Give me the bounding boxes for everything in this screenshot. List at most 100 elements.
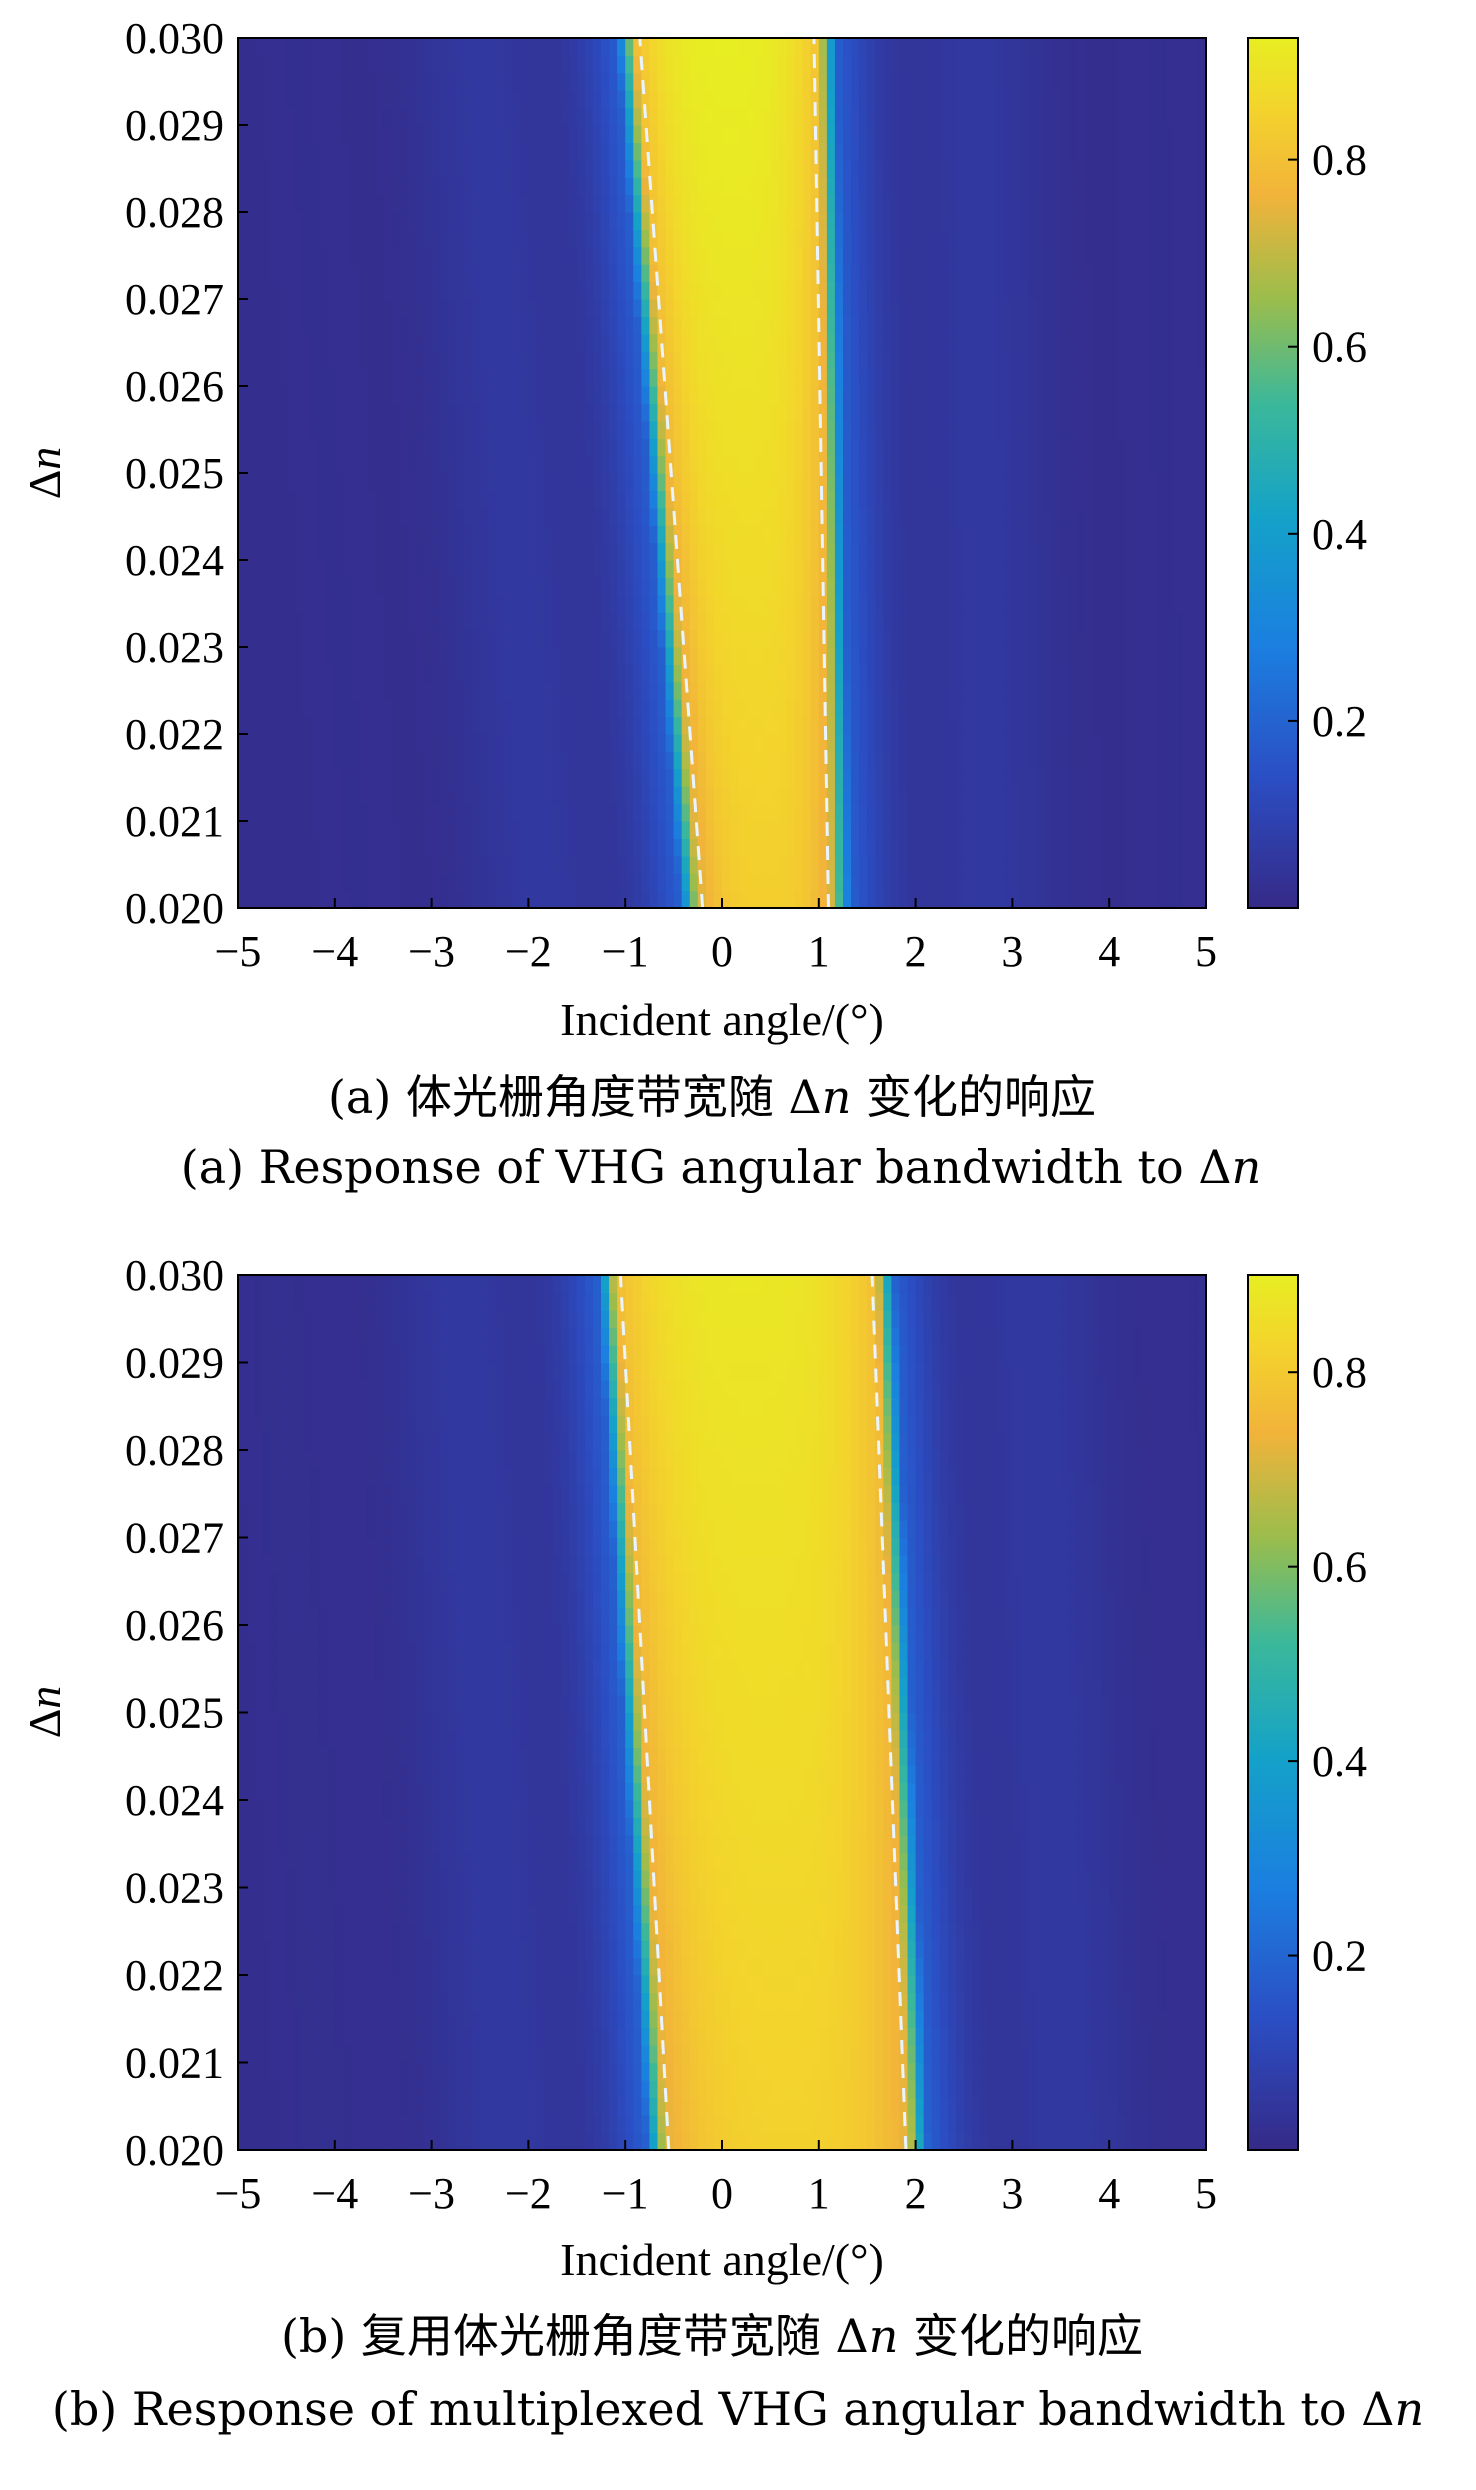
heatmap-cell — [770, 316, 780, 335]
heatmap-cell — [592, 420, 602, 439]
heatmap-cell — [310, 177, 320, 196]
heatmap-cell — [665, 490, 675, 509]
heatmap-cell — [730, 699, 739, 718]
heatmap-cell — [463, 368, 473, 387]
heatmap-cell — [722, 699, 731, 718]
heatmap-cell — [286, 490, 296, 509]
heatmap-cell — [915, 821, 925, 839]
heatmap-cell — [609, 855, 618, 874]
heatmap-cell — [270, 281, 279, 300]
heatmap-cell — [310, 629, 320, 648]
heatmap-cell — [350, 229, 360, 248]
heatmap-cell — [560, 664, 570, 683]
heatmap-cell — [964, 438, 973, 457]
heatmap-cell — [584, 507, 594, 526]
heatmap-cell — [375, 542, 384, 561]
heatmap-cell — [907, 560, 917, 578]
heatmap-cell — [528, 594, 538, 613]
heatmap-cell — [1181, 560, 1191, 578]
heatmap-cell — [367, 420, 376, 439]
heatmap-cell — [875, 751, 884, 770]
heatmap-cell — [1109, 768, 1118, 787]
heatmap-cell — [1004, 786, 1013, 805]
heatmap-cell — [1052, 838, 1062, 857]
heatmap-cell — [1020, 821, 1030, 839]
heatmap-cell — [471, 594, 481, 613]
heatmap-cell — [592, 333, 602, 352]
heatmap-cell — [512, 699, 521, 718]
heatmap-cell — [1044, 246, 1054, 265]
heatmap-cell — [1141, 455, 1151, 474]
heatmap-cell — [326, 386, 336, 404]
heatmap-cell — [302, 368, 312, 387]
heatmap-cell — [488, 403, 497, 422]
heatmap-cell — [770, 246, 780, 265]
heatmap-cell — [867, 455, 876, 474]
heatmap-cell — [278, 873, 287, 892]
heatmap-cell — [907, 577, 917, 596]
heatmap-cell — [480, 699, 489, 718]
heatmap-cell — [278, 699, 287, 718]
heatmap-cell — [641, 438, 650, 457]
heatmap-cell — [552, 212, 562, 230]
heatmap-cell — [350, 368, 360, 387]
heatmap-cell — [746, 525, 755, 544]
heatmap-cell — [504, 681, 513, 700]
heatmap-cell — [843, 386, 852, 404]
heatmap-cell — [649, 316, 659, 335]
heatmap-cell — [1076, 194, 1086, 213]
heatmap-cell — [1117, 316, 1126, 335]
heatmap-cell — [504, 264, 513, 283]
heatmap-cell — [334, 229, 344, 248]
heatmap-cell — [375, 455, 384, 474]
heatmap-cell — [391, 177, 400, 196]
heatmap-cell — [1181, 594, 1191, 613]
heatmap-cell — [915, 455, 925, 474]
heatmap-cell — [996, 751, 1005, 770]
heatmap-cell — [383, 803, 392, 822]
heatmap-cell — [1197, 681, 1206, 700]
heatmap-cell — [1165, 368, 1175, 387]
heatmap-cell — [1125, 542, 1134, 561]
heatmap-cell — [762, 212, 771, 230]
heatmap-cell — [1157, 403, 1167, 422]
heatmap-cell — [786, 281, 796, 300]
heatmap-cell — [1028, 351, 1038, 370]
heatmap-cell — [689, 890, 699, 908]
heatmap-cell — [964, 838, 973, 857]
heatmap-cell — [875, 803, 884, 822]
heatmap-cell — [1012, 351, 1022, 370]
heatmap-cell — [1044, 560, 1054, 578]
heatmap-cell — [1044, 647, 1054, 665]
heatmap-cell — [584, 420, 594, 439]
heatmap-cell — [754, 786, 763, 805]
heatmap-cell — [520, 368, 529, 387]
heatmap-cell — [641, 560, 650, 578]
heatmap-cell — [1125, 612, 1134, 631]
heatmap-cell — [947, 560, 957, 578]
heatmap-cell — [1012, 246, 1022, 265]
heatmap-cell — [762, 699, 771, 718]
heatmap-cell — [584, 194, 594, 213]
heatmap-cell — [972, 525, 981, 544]
heatmap-cell — [552, 316, 562, 335]
heatmap-cell — [1181, 838, 1191, 857]
heatmap-cell — [964, 333, 973, 352]
heatmap-cell — [334, 560, 344, 578]
heatmap-cell — [270, 577, 279, 596]
heatmap-cell — [278, 455, 287, 474]
heatmap-cell — [601, 212, 610, 230]
heatmap-cell — [988, 455, 997, 474]
heatmap-cell — [1085, 490, 1094, 509]
heatmap-cell — [407, 333, 417, 352]
heatmap-cell — [1004, 525, 1013, 544]
heatmap-cell — [496, 716, 505, 735]
heatmap-cell — [907, 716, 917, 735]
heatmap-cell — [504, 420, 513, 439]
heatmap-cell — [407, 716, 417, 735]
heatmap-cell — [955, 264, 965, 283]
heatmap-cell — [657, 629, 667, 648]
heatmap-cell — [1125, 316, 1134, 335]
heatmap-cell — [286, 751, 296, 770]
heatmap-cell — [342, 333, 352, 352]
